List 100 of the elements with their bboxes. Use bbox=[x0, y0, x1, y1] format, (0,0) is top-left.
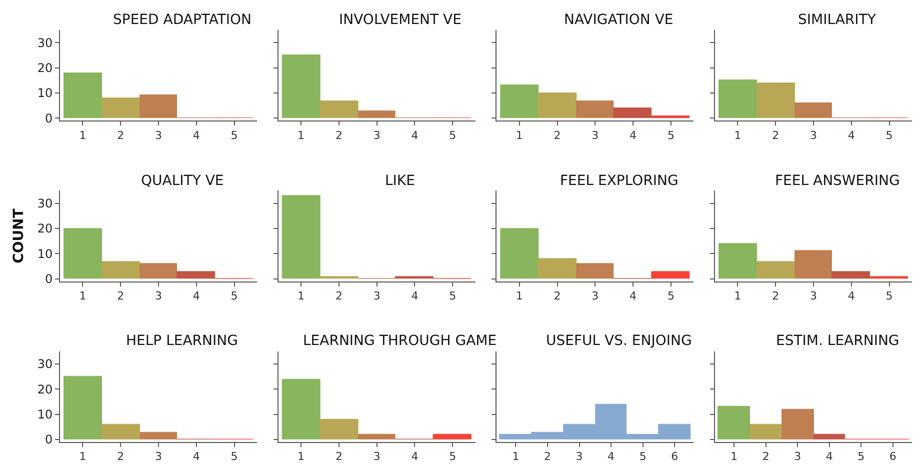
x-tick-label: 5 bbox=[858, 450, 865, 464]
bar bbox=[576, 100, 614, 118]
bar bbox=[718, 243, 757, 279]
bar bbox=[538, 92, 577, 118]
x-tick-label: 3 bbox=[155, 128, 162, 142]
y-tick-label: 0 bbox=[44, 432, 53, 447]
x-tick-label: 2 bbox=[772, 128, 780, 142]
x-tick-label: 4 bbox=[848, 290, 855, 303]
x-tick-label: 2 bbox=[335, 450, 342, 464]
bar bbox=[794, 102, 832, 118]
chart-title: NAVIGATION VE bbox=[564, 12, 674, 28]
bar bbox=[718, 80, 757, 118]
bar bbox=[613, 108, 652, 118]
bar bbox=[781, 408, 814, 440]
chart-title: INVOLVEMENT VE bbox=[339, 12, 462, 28]
x-tick-label: 3 bbox=[373, 128, 380, 142]
x-tick-label: 2 bbox=[117, 450, 124, 464]
bar bbox=[756, 82, 795, 118]
x-tick-label: 6 bbox=[671, 450, 678, 464]
bar bbox=[64, 228, 102, 279]
x-tick-label: 1 bbox=[516, 290, 523, 303]
y-tick-label: 10 bbox=[37, 408, 53, 422]
chart-title: LIKE bbox=[385, 173, 415, 189]
x-tick-label: 5 bbox=[667, 290, 674, 303]
x-tick-label: 4 bbox=[826, 450, 833, 464]
x-tick-label: 2 bbox=[117, 128, 124, 142]
x-tick-label: 5 bbox=[639, 450, 646, 464]
bar bbox=[102, 98, 140, 118]
x-tick-label: 1 bbox=[512, 450, 520, 464]
x-tick-label: 1 bbox=[298, 128, 305, 142]
bar bbox=[538, 258, 577, 279]
chart-title: SPEED ADAPTATION bbox=[113, 12, 252, 28]
bar bbox=[140, 432, 177, 440]
chart-title: LEARNING THROUGH GAME bbox=[303, 333, 497, 349]
bar bbox=[64, 72, 102, 118]
y-tick-label: 30 bbox=[37, 36, 53, 50]
chart-title: ESTIM. LEARNING bbox=[776, 333, 900, 349]
x-tick-label: 3 bbox=[810, 128, 817, 142]
bar bbox=[358, 110, 396, 118]
x-tick-label: 3 bbox=[155, 450, 162, 464]
y-tick-label: 20 bbox=[37, 60, 53, 75]
x-tick-label: 5 bbox=[886, 128, 893, 142]
x-tick-label: 2 bbox=[335, 290, 342, 303]
y-tick-label: 30 bbox=[37, 357, 53, 372]
chart-title: HELP LEARNING bbox=[126, 333, 238, 349]
x-tick-label: 5 bbox=[230, 128, 238, 142]
bar bbox=[358, 434, 396, 440]
y-tick-label: 20 bbox=[37, 222, 53, 236]
y-tick-label: 0 bbox=[44, 111, 53, 126]
bar bbox=[432, 434, 472, 440]
x-tick-label: 4 bbox=[411, 290, 418, 303]
x-tick-label: 4 bbox=[192, 450, 200, 464]
bar bbox=[500, 84, 539, 118]
x-tick-label: 4 bbox=[411, 128, 418, 142]
x-tick-label: 4 bbox=[192, 128, 200, 142]
x-tick-label: 3 bbox=[794, 450, 802, 464]
x-tick-label: 4 bbox=[411, 450, 418, 464]
x-tick-label: 1 bbox=[79, 128, 86, 142]
x-tick-label: 1 bbox=[734, 128, 742, 142]
x-tick-label: 3 bbox=[576, 450, 583, 464]
x-tick-label: 4 bbox=[630, 128, 637, 142]
x-tick-label: 5 bbox=[230, 290, 238, 303]
x-tick-label: 3 bbox=[810, 290, 817, 303]
x-tick-label: 5 bbox=[449, 450, 456, 464]
x-tick-label: 5 bbox=[667, 128, 674, 142]
y-tick-label: 0 bbox=[44, 272, 53, 286]
y-tick-label: 10 bbox=[37, 246, 53, 261]
chart-title: USEFUL VS. ENJOING bbox=[546, 333, 692, 349]
bar bbox=[176, 271, 215, 279]
bar bbox=[282, 54, 320, 118]
x-tick-label: 6 bbox=[889, 450, 896, 464]
x-tick-label: 5 bbox=[449, 128, 456, 142]
bar bbox=[576, 263, 614, 279]
bar bbox=[794, 250, 832, 279]
x-tick-label: 2 bbox=[554, 128, 561, 142]
x-tick-label: 3 bbox=[592, 128, 599, 142]
x-tick-label: 4 bbox=[192, 290, 200, 303]
x-tick-label: 2 bbox=[554, 290, 561, 303]
bar bbox=[320, 418, 358, 440]
bar bbox=[320, 100, 358, 118]
bar bbox=[282, 378, 320, 440]
bar bbox=[813, 434, 845, 440]
x-tick-label: 2 bbox=[544, 450, 551, 464]
y-axis-title: COUNT bbox=[10, 208, 27, 264]
x-tick-label: 4 bbox=[630, 290, 637, 303]
chart-title: FEEL EXPLORING bbox=[560, 173, 678, 189]
x-tick-label: 5 bbox=[230, 450, 238, 464]
x-tick-label: 2 bbox=[772, 290, 780, 303]
x-tick-label: 2 bbox=[117, 290, 124, 303]
x-tick-label: 3 bbox=[592, 290, 599, 303]
chart-title: QUALITY VE bbox=[141, 173, 224, 189]
x-tick-label: 1 bbox=[298, 450, 305, 464]
x-tick-label: 3 bbox=[373, 290, 380, 303]
x-tick-label: 5 bbox=[886, 290, 893, 303]
chart-title: FEEL ANSWERING bbox=[775, 173, 900, 189]
bar bbox=[140, 94, 177, 118]
bar bbox=[102, 261, 140, 279]
x-tick-label: 1 bbox=[734, 290, 742, 303]
bar bbox=[102, 424, 140, 440]
x-tick-label: 4 bbox=[848, 128, 855, 142]
